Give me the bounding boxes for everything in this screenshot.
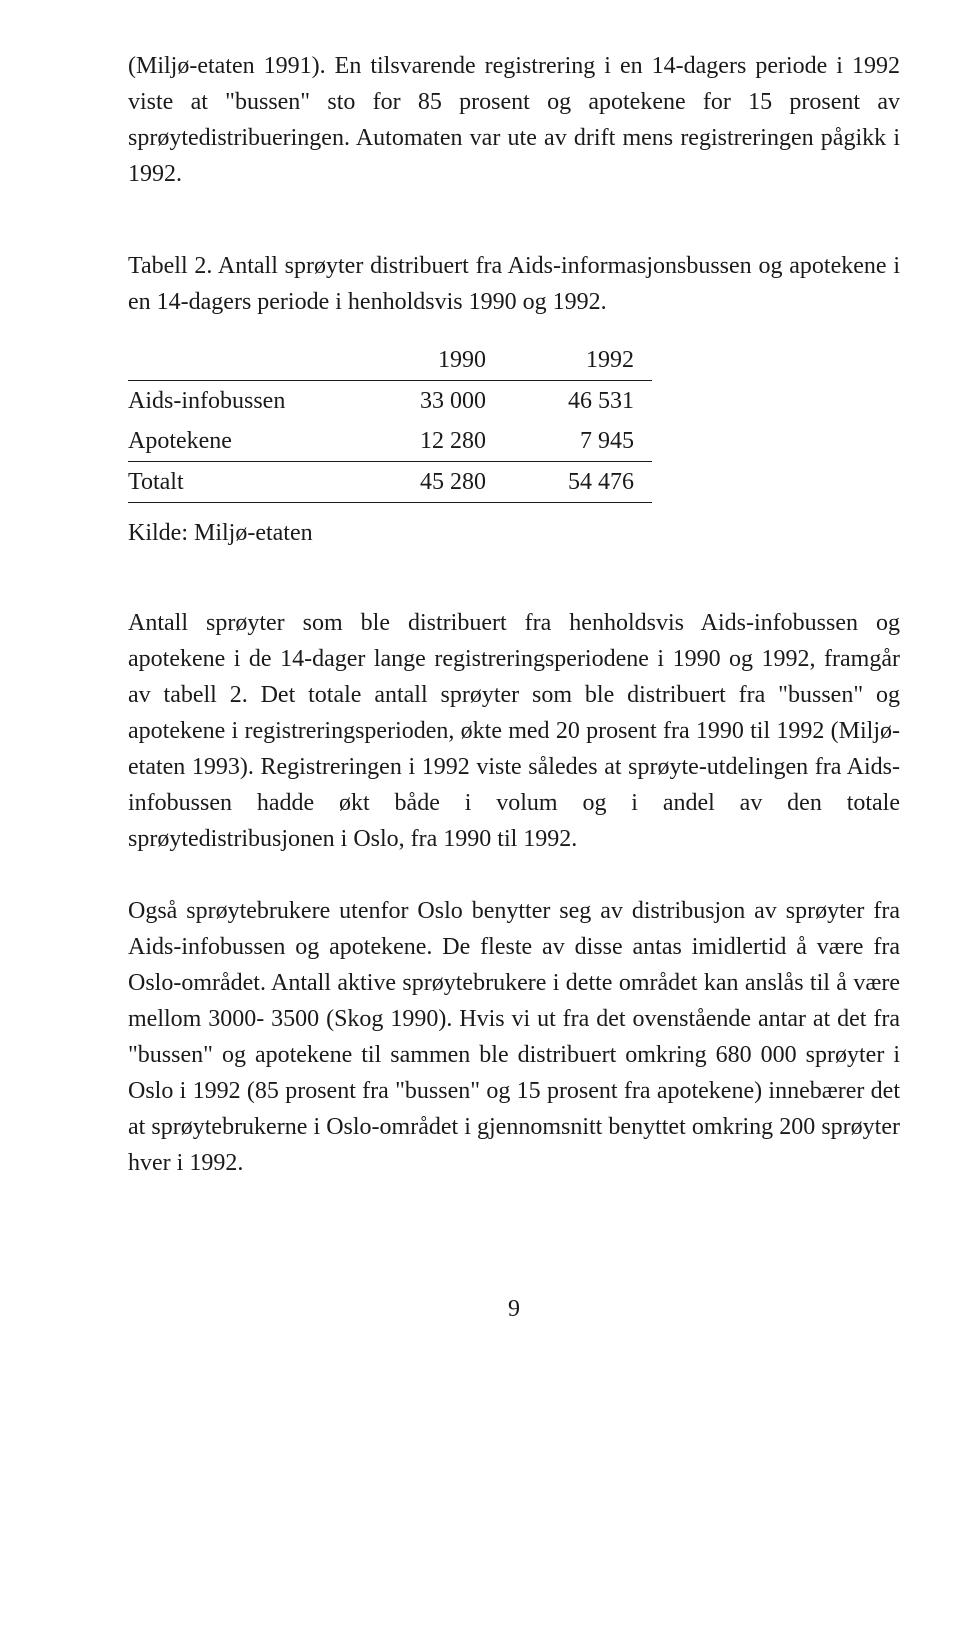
table-row: Totalt 45 280 54 476 — [128, 462, 652, 503]
row-value: 45 280 — [356, 462, 504, 503]
table-header-row: 1990 1992 — [128, 340, 652, 381]
table-col-blank — [128, 340, 356, 381]
table-col-1992: 1992 — [504, 340, 652, 381]
body-paragraph-3: Også sprøytebrukere utenfor Oslo benytte… — [128, 893, 900, 1181]
row-label: Totalt — [128, 462, 356, 503]
table-col-1990: 1990 — [356, 340, 504, 381]
intro-paragraph: (Miljø-etaten 1991). En tilsvarende regi… — [128, 48, 900, 192]
row-value: 12 280 — [356, 421, 504, 462]
table-row: Aids-infobussen 33 000 46 531 — [128, 381, 652, 422]
table-row: Apotekene 12 280 7 945 — [128, 421, 652, 462]
table-source: Kilde: Miljø-etaten — [128, 515, 900, 551]
table-caption: Tabell 2. Antall sprøyter distribuert fr… — [128, 248, 900, 320]
row-value: 46 531 — [504, 381, 652, 422]
page-number: 9 — [128, 1291, 900, 1327]
body-paragraph-2: Antall sprøyter som ble distribuert fra … — [128, 605, 900, 857]
row-value: 7 945 — [504, 421, 652, 462]
syringe-distribution-table: 1990 1992 Aids-infobussen 33 000 46 531 … — [128, 340, 652, 503]
row-label: Apotekene — [128, 421, 356, 462]
row-value: 54 476 — [504, 462, 652, 503]
row-value: 33 000 — [356, 381, 504, 422]
row-label: Aids-infobussen — [128, 381, 356, 422]
